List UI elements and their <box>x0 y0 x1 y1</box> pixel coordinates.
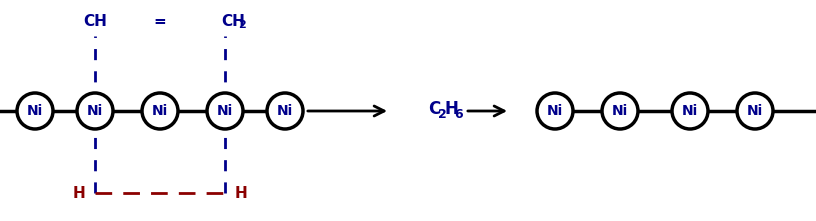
Circle shape <box>602 93 638 129</box>
Text: Ni: Ni <box>612 104 628 118</box>
Circle shape <box>537 93 573 129</box>
Circle shape <box>77 93 113 129</box>
Text: CH: CH <box>221 13 245 29</box>
Text: 6: 6 <box>454 109 463 122</box>
Text: H: H <box>444 100 458 118</box>
Text: Ni: Ni <box>277 104 293 118</box>
Text: Ni: Ni <box>747 104 763 118</box>
Text: Ni: Ni <box>217 104 233 118</box>
Text: H: H <box>73 185 85 200</box>
Text: =: = <box>153 13 166 29</box>
Text: H: H <box>235 185 248 200</box>
Circle shape <box>672 93 708 129</box>
Text: Ni: Ni <box>152 104 168 118</box>
Text: Ni: Ni <box>682 104 698 118</box>
Text: 2: 2 <box>238 20 246 30</box>
Circle shape <box>737 93 773 129</box>
Text: CH: CH <box>83 13 107 29</box>
Text: Ni: Ni <box>547 104 563 118</box>
Text: Ni: Ni <box>86 104 103 118</box>
Circle shape <box>207 93 243 129</box>
Text: C: C <box>428 100 441 118</box>
Circle shape <box>267 93 303 129</box>
Text: 2: 2 <box>438 109 446 122</box>
Circle shape <box>142 93 178 129</box>
Circle shape <box>17 93 53 129</box>
Text: Ni: Ni <box>27 104 43 118</box>
